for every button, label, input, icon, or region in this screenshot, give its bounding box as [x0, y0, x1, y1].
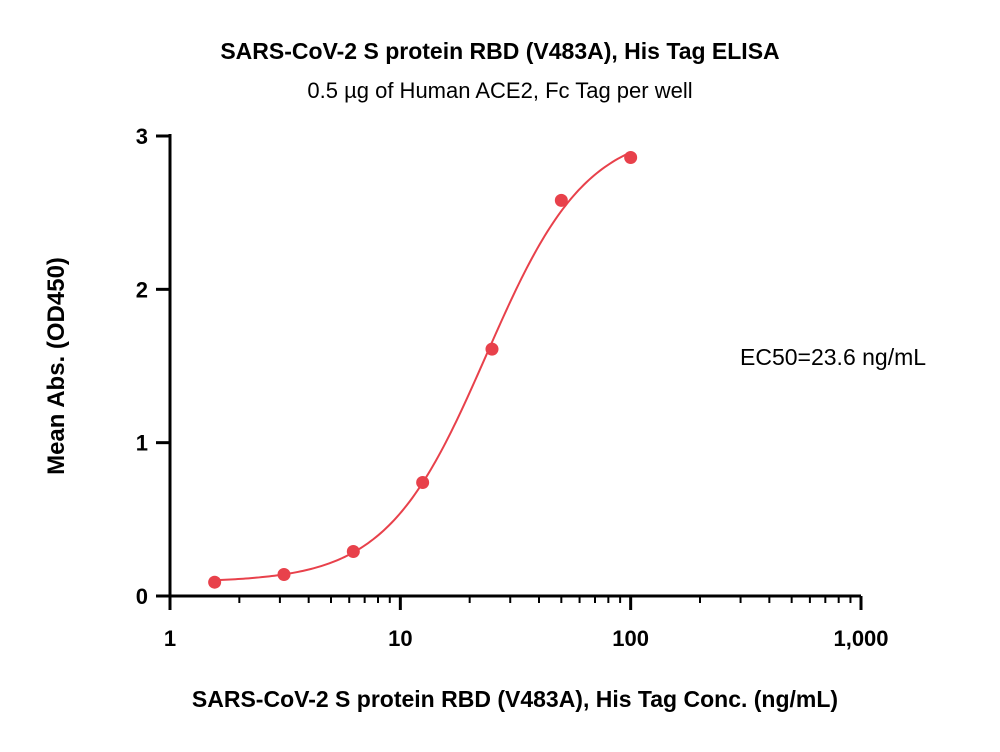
- x-tick-label: 1,000: [833, 626, 888, 651]
- y-tick-label: 2: [136, 277, 148, 302]
- ec50-annotation: EC50=23.6 ng/mL: [740, 344, 927, 370]
- x-tick-label: 10: [388, 626, 412, 651]
- chart-subtitle: 0.5 µg of Human ACE2, Fc Tag per well: [307, 78, 693, 103]
- y-tick-label: 0: [136, 584, 148, 609]
- y-tick-label: 3: [136, 124, 148, 149]
- data-point: [485, 342, 499, 356]
- x-axis-label: SARS-CoV-2 S protein RBD (V483A), His Ta…: [191, 686, 839, 712]
- data-point: [554, 193, 568, 207]
- fit-curve-group: [214, 151, 632, 582]
- x-tick-label: 100: [612, 626, 649, 651]
- data-point: [624, 150, 638, 164]
- chart-title: SARS-CoV-2 S protein RBD (V483A), His Ta…: [220, 38, 780, 64]
- data-points: [208, 150, 638, 589]
- data-point: [416, 476, 430, 490]
- y-tick-label: 1: [136, 431, 148, 456]
- x-tick-label: 1: [164, 626, 176, 651]
- data-point: [277, 568, 291, 582]
- data-point: [346, 545, 360, 559]
- fit-curve: [214, 151, 632, 582]
- data-point: [208, 575, 222, 589]
